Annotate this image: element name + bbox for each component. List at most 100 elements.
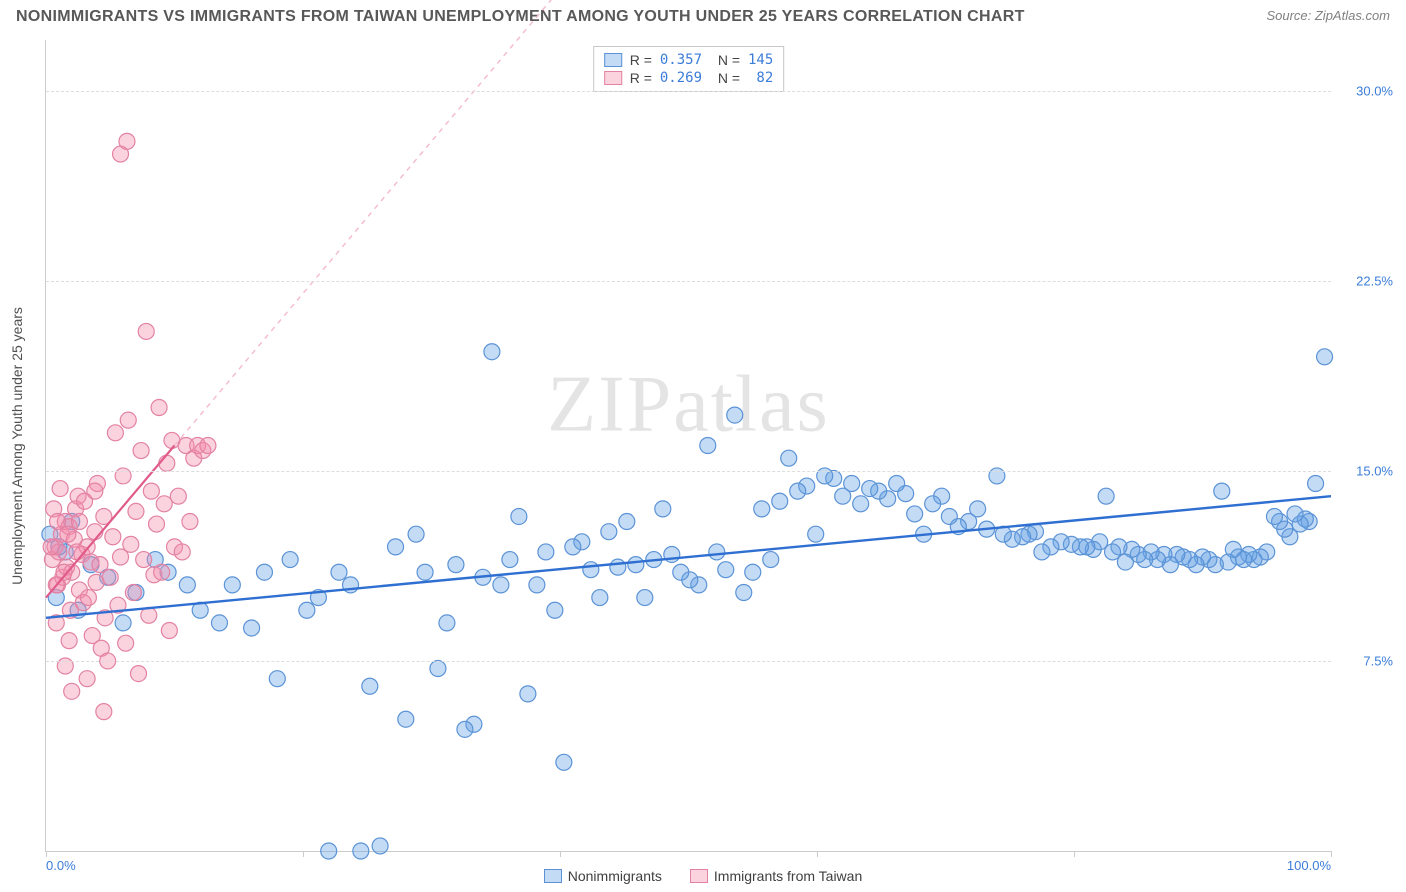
y-tick-label: 7.5%	[1363, 653, 1393, 668]
point	[417, 564, 433, 580]
point	[151, 399, 167, 415]
x-tick	[1331, 851, 1332, 857]
point	[143, 483, 159, 499]
trend-ext	[175, 0, 561, 446]
plot-svg	[46, 40, 1331, 851]
swatch-icon	[604, 53, 622, 67]
r-value: 0.357	[660, 52, 702, 68]
point	[119, 133, 135, 149]
point	[179, 577, 195, 593]
point	[200, 438, 216, 454]
legend-label: Nonimmigrants	[568, 868, 662, 884]
point	[772, 493, 788, 509]
series-Nonimmigrants	[42, 344, 1333, 859]
point	[159, 455, 175, 471]
source-label: Source: ZipAtlas.com	[1266, 8, 1390, 23]
point	[224, 577, 240, 593]
y-tick-label: 30.0%	[1356, 83, 1393, 98]
point	[105, 529, 121, 545]
point	[718, 562, 734, 578]
point	[941, 508, 957, 524]
point	[889, 476, 905, 492]
point	[136, 552, 152, 568]
r-label: R =	[630, 52, 652, 68]
point	[754, 501, 770, 517]
point	[862, 481, 878, 497]
gridline	[46, 471, 1331, 472]
point	[1034, 544, 1050, 560]
point	[493, 577, 509, 593]
point	[64, 683, 80, 699]
x-tick	[303, 851, 304, 857]
point	[556, 754, 572, 770]
legend-item: Nonimmigrants	[544, 868, 662, 884]
point	[1287, 506, 1303, 522]
gridline	[46, 661, 1331, 662]
point	[529, 577, 545, 593]
point	[673, 564, 689, 580]
point	[131, 666, 147, 682]
point	[156, 496, 172, 512]
gridline	[46, 91, 1331, 92]
point	[372, 838, 388, 854]
y-tick-label: 15.0%	[1356, 463, 1393, 478]
point	[125, 584, 141, 600]
point	[736, 584, 752, 600]
point	[61, 633, 77, 649]
point	[282, 552, 298, 568]
legend-label: Immigrants from Taiwan	[714, 868, 862, 884]
point	[170, 488, 186, 504]
point	[439, 615, 455, 631]
point	[1317, 349, 1333, 365]
n-value: 145	[748, 52, 773, 68]
y-tick-label: 22.5%	[1356, 273, 1393, 288]
point	[138, 323, 154, 339]
point	[1266, 508, 1282, 524]
point	[511, 508, 527, 524]
point	[362, 678, 378, 694]
legend-stat-row: R = 0.357 N = 145	[604, 51, 774, 69]
point	[601, 524, 617, 540]
point	[256, 564, 272, 580]
point	[71, 514, 87, 530]
point	[154, 564, 170, 580]
series-legend: Nonimmigrants Immigrants from Taiwan	[0, 868, 1406, 884]
point	[610, 559, 626, 575]
point	[398, 711, 414, 727]
n-value: 82	[748, 70, 773, 86]
point	[583, 562, 599, 578]
n-label: N =	[710, 70, 740, 86]
point	[128, 503, 144, 519]
point	[211, 615, 227, 631]
point	[502, 552, 518, 568]
gridline	[46, 281, 1331, 282]
chart-area: Unemployment Among Youth under 25 years …	[45, 40, 1331, 852]
point	[745, 564, 761, 580]
point	[637, 590, 653, 606]
point	[1098, 488, 1114, 504]
x-tick	[817, 851, 818, 857]
point	[448, 557, 464, 573]
correlation-legend: R = 0.357 N = 145R = 0.269 N = 82	[593, 46, 785, 92]
point	[619, 514, 635, 530]
swatch-icon	[604, 71, 622, 85]
point	[115, 615, 131, 631]
point	[655, 501, 671, 517]
point	[484, 344, 500, 360]
point	[790, 483, 806, 499]
point	[43, 539, 59, 555]
point	[123, 536, 139, 552]
point	[60, 526, 76, 542]
point	[408, 526, 424, 542]
y-axis-label: Unemployment Among Youth under 25 years	[9, 307, 25, 585]
point	[727, 407, 743, 423]
chart-title: NONIMMIGRANTS VS IMMIGRANTS FROM TAIWAN …	[16, 8, 1025, 26]
point	[96, 704, 112, 720]
point	[107, 425, 123, 441]
point	[709, 544, 725, 560]
point	[102, 569, 118, 585]
point	[457, 721, 473, 737]
point	[547, 602, 563, 618]
point	[592, 590, 608, 606]
r-label: R =	[630, 70, 652, 86]
